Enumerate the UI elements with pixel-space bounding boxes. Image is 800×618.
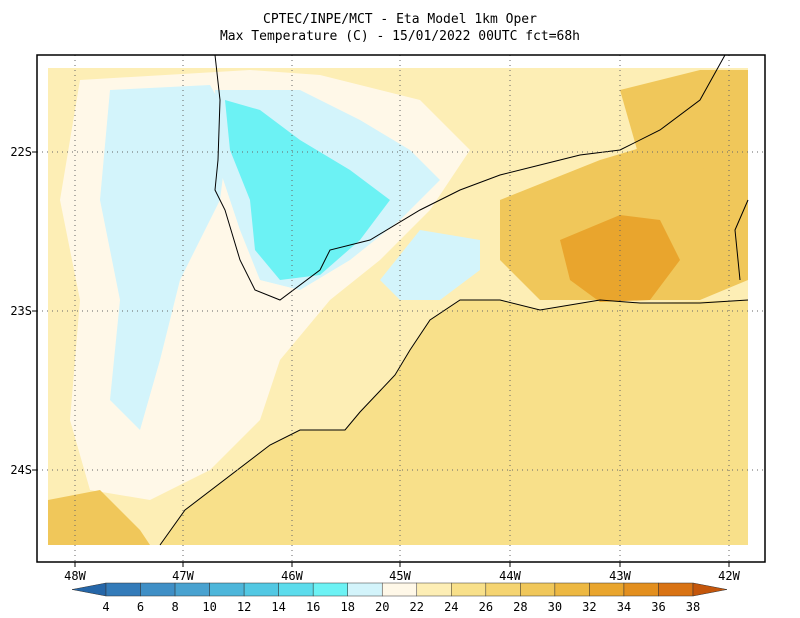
coastline xyxy=(159,299,749,546)
colorbar-end xyxy=(71,582,107,597)
colorbar-label: 38 xyxy=(686,600,700,614)
colorbar-label: 24 xyxy=(444,600,458,614)
cool-zone xyxy=(100,85,230,430)
state-border xyxy=(214,54,726,301)
colorbar-cell xyxy=(451,582,487,597)
colorbar-cell xyxy=(520,582,556,597)
colorbar-label: 26 xyxy=(479,600,493,614)
colorbar-cell xyxy=(140,582,176,597)
x-label: 42W xyxy=(718,569,740,583)
y-label: 24S xyxy=(10,463,32,477)
colorbar-label: 32 xyxy=(582,600,596,614)
warm-zone xyxy=(620,70,748,170)
colorbar-label: 20 xyxy=(375,600,389,614)
colorbar-cell xyxy=(209,582,245,597)
warm-zone xyxy=(560,215,680,302)
x-label: 47W xyxy=(172,569,194,583)
colorbar-label: 36 xyxy=(651,600,665,614)
state-border xyxy=(734,199,749,281)
x-label: 45W xyxy=(389,569,411,583)
colorbar-cell xyxy=(416,582,452,597)
cool-zone xyxy=(225,100,390,280)
colorbar-label: 8 xyxy=(171,600,178,614)
colorbar-label: 34 xyxy=(617,600,631,614)
axis-labels: 48W 47W 46W 45W 44W 43W 42W 22S 23S 24S xyxy=(10,145,740,583)
colorbar-cell xyxy=(312,582,348,597)
frame xyxy=(36,54,766,563)
colorbar-cell xyxy=(658,582,694,597)
colorbar-label: 30 xyxy=(548,600,562,614)
colorbar-label: 28 xyxy=(513,600,527,614)
title-line: CPTEC/INPE/MCT - Eta Model 1km Oper xyxy=(263,12,537,27)
colorbar-cell xyxy=(623,582,659,597)
colorbar-end xyxy=(692,582,728,597)
colorbar-cell xyxy=(105,582,141,597)
title-line: Max Temperature (C) - 15/01/2022 00UTC f… xyxy=(220,29,580,44)
colorbar-cell xyxy=(278,582,314,597)
colorbar-cell xyxy=(174,582,210,597)
cool-zone xyxy=(380,230,480,300)
colorbar-label: 14 xyxy=(271,600,285,614)
colorbar-cell xyxy=(381,582,418,597)
colorbar-label: 6 xyxy=(137,600,144,614)
x-label: 46W xyxy=(281,569,303,583)
colorbar-cell xyxy=(589,582,625,597)
colorbar-cell xyxy=(485,582,521,597)
colorbar-cell xyxy=(243,582,279,597)
colorbar-cell xyxy=(347,582,383,597)
map xyxy=(36,54,766,563)
colorbar-cell xyxy=(554,582,590,597)
x-label: 44W xyxy=(499,569,521,583)
colorbar-label: 16 xyxy=(306,600,320,614)
colorbar: 4 6 8 10 12 14 16 18 20 22 24 26 28 30 32 34 36 38 xyxy=(71,582,728,614)
x-label: 48W xyxy=(64,569,86,583)
colorbar-label: 10 xyxy=(202,600,216,614)
x-label: 43W xyxy=(609,569,631,583)
warm-zone xyxy=(48,490,150,545)
y-label: 22S xyxy=(10,145,32,159)
warm-zone xyxy=(500,130,748,300)
y-label: 23S xyxy=(10,304,32,318)
colorbar-label: 12 xyxy=(237,600,251,614)
colorbar-label: 4 xyxy=(102,600,109,614)
colorbar-label: 22 xyxy=(410,600,424,614)
colorbar-label: 18 xyxy=(340,600,354,614)
